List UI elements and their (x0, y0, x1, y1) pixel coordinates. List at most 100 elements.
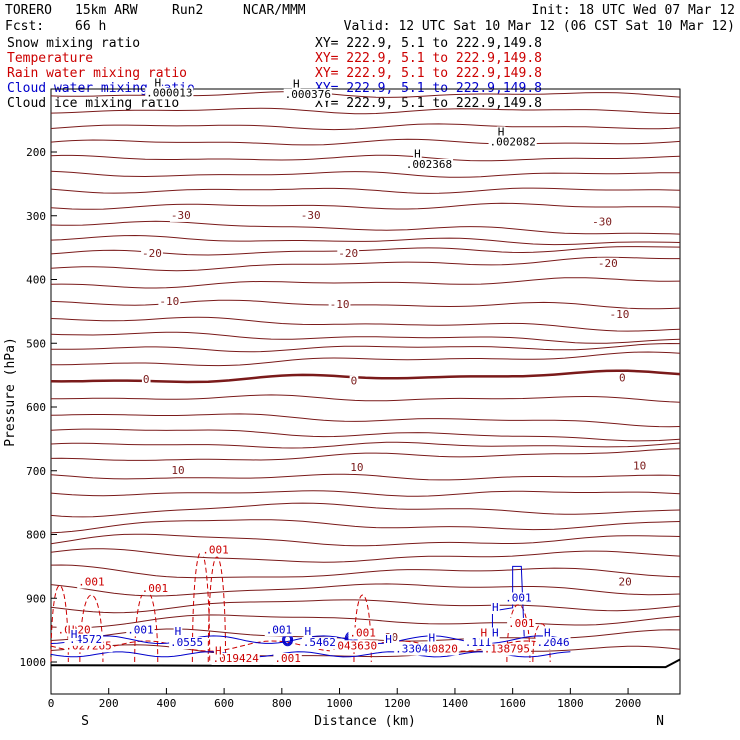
y-tick-label: 300 (26, 210, 46, 223)
isotherm-label: -10 (330, 298, 350, 311)
isotherm-label: -30 (301, 209, 321, 222)
rain-label: .138795 (484, 642, 530, 655)
y-tick-label: 700 (26, 465, 46, 478)
legend-name-cloudice: Cloud ice mixing ratio (7, 96, 179, 111)
high-marker-bg (491, 627, 500, 640)
high-marker: H (175, 625, 182, 638)
high-marker-bg (69, 628, 79, 641)
rain-label: .001 (274, 652, 301, 665)
isotherm-label: 10 (633, 459, 646, 472)
isotherm (50, 599, 681, 614)
high-marker-bg (496, 126, 506, 139)
isotherm (50, 564, 681, 579)
x-tick-label: 200 (99, 697, 119, 710)
isotherm (50, 170, 681, 178)
x-axis-title: Distance (km) (314, 714, 416, 729)
rain-label-bg (201, 544, 230, 557)
fcst-label: Fcst: (5, 19, 44, 34)
rain-contour (191, 551, 211, 663)
right-endpoint-label: N (656, 714, 664, 729)
high-marker: H (304, 625, 311, 638)
x-tick-label: 2000 (615, 697, 642, 710)
isotherm (50, 107, 680, 115)
x-tick-label: 800 (272, 697, 292, 710)
high-marker-bg (384, 633, 393, 646)
isotherm (50, 413, 681, 428)
isotherm-label: 0 (351, 375, 358, 388)
y-tick-label: 200 (26, 146, 46, 159)
cloudwater-label: .2046 (536, 636, 569, 649)
isotherm-label: -10 (609, 308, 629, 321)
isotherm (50, 519, 681, 534)
model-name: TORERO (5, 3, 52, 18)
rain-label-bg (211, 653, 260, 665)
isotherm-label-bg (349, 461, 365, 474)
isotherm (50, 256, 680, 272)
x-tick-label: 0 (48, 697, 55, 710)
isotherm-label-bg (169, 209, 192, 222)
rain-label-bg (140, 582, 170, 595)
isotherm (50, 123, 681, 131)
high-marker: H (293, 78, 300, 91)
rain-label: .001 (508, 617, 535, 630)
legend-xy-snow: XY= 222.9, 5.1 to 222.9,149.8 (315, 36, 542, 51)
y-tick-label: 500 (26, 337, 46, 350)
high-value-bg (488, 136, 537, 149)
x-tick-label: 1600 (499, 697, 526, 710)
valid-time: Valid: 12 UTC Sat 10 Mar 12 (06 CST Sat … (344, 19, 735, 34)
x-tick-label: 1800 (557, 697, 584, 710)
rain-label: .001 (142, 582, 169, 595)
isotherm-label: 10 (350, 461, 363, 474)
high-marker: H (498, 125, 505, 138)
rain-label-bg (348, 627, 377, 640)
high-marker: H (480, 627, 487, 640)
isotherm (50, 316, 681, 332)
isotherm-label-bg (141, 373, 151, 386)
x-tick-label: 400 (156, 697, 176, 710)
x-tick-label: 1400 (442, 697, 469, 710)
resolution: 15km ARW (75, 3, 138, 18)
high-marker-bg (303, 626, 313, 639)
high-marker-bg (291, 78, 301, 91)
isotherm-label-bg (337, 248, 360, 261)
isotherm (50, 473, 681, 481)
legend-xy-temperature: XY= 222.9, 5.1 to 222.9,149.8 (315, 51, 542, 66)
legend: Snow mixing ratio XY= 222.9, 5.1 to 222.… (7, 36, 542, 111)
terrain (50, 658, 681, 669)
cloudwater-label: .0555 (170, 636, 203, 649)
isotherm (50, 299, 681, 310)
cloudwater-label-bg (264, 624, 294, 637)
isotherm-label-bg (591, 216, 613, 229)
isotherm-label: 0 (619, 372, 626, 385)
cloudwater-contour (491, 565, 525, 637)
cloudwater-label-bg (169, 637, 205, 650)
run-label: Run2 (172, 3, 203, 18)
high-value-bg (283, 88, 332, 101)
rain-label: .001 (349, 627, 376, 640)
isotherm-label: -10 (159, 295, 179, 308)
high-marker: H (544, 627, 551, 640)
high-value: .000376 (285, 88, 331, 101)
terrain-line (50, 658, 681, 669)
cloudwater-label-bg (394, 643, 430, 656)
isotherm-label-bg (349, 375, 359, 388)
high-marker: H (71, 628, 78, 641)
cloudwater-label: .001 (127, 623, 154, 636)
fcst-value: 66 h (75, 19, 106, 34)
high-marker-bg (479, 627, 489, 640)
isotherm-label-bg (170, 464, 186, 477)
cloudwater-label: .3304 (395, 642, 428, 655)
high-marker-bg (153, 77, 163, 90)
rain-label-bg (77, 576, 106, 589)
y-tick-label: 1000 (20, 656, 47, 669)
high-marker: H (492, 627, 499, 640)
high-value: .000013 (146, 87, 192, 100)
high-marker: H (215, 644, 222, 657)
high-value-bg (145, 87, 194, 100)
isotherm-label-bg (299, 209, 322, 222)
isotherm (50, 331, 681, 344)
isotherm (50, 583, 681, 597)
high-marker-bg (214, 645, 223, 658)
legend-xy-rain: XY= 222.9, 5.1 to 222.9,149.8 (315, 66, 542, 81)
rain-label: .001 (202, 544, 229, 557)
